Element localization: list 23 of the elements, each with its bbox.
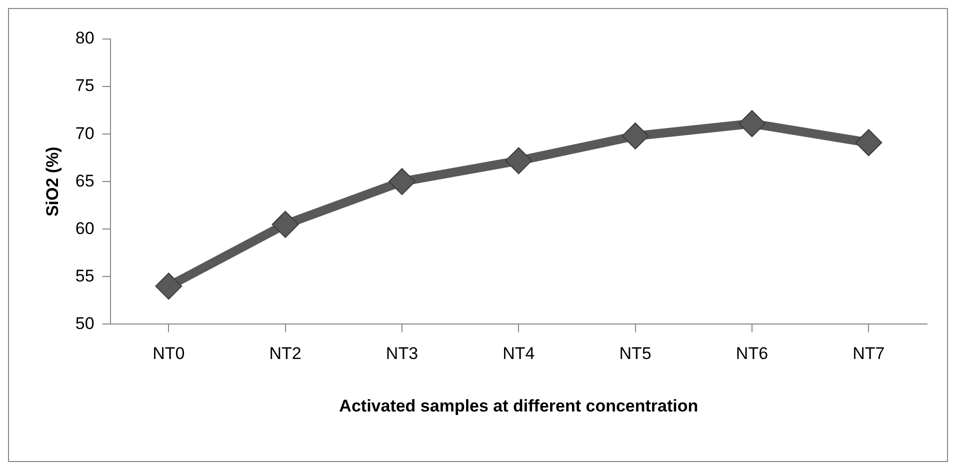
point	[272, 210, 299, 238]
x-tick-label: NT2	[269, 344, 302, 364]
point	[505, 147, 532, 174]
x-tick-label: NT3	[386, 344, 418, 364]
x-axis-title: Activated samples at different concentration	[339, 396, 698, 416]
x-tick-label: NT7	[852, 344, 885, 364]
y-tick-label: 80	[75, 28, 94, 48]
y-tick-label: 55	[75, 266, 94, 286]
point	[388, 168, 416, 196]
point	[855, 129, 882, 156]
y-tick-label: 65	[75, 171, 94, 190]
x-tick-label: NT4	[502, 344, 535, 364]
x-tick-label: NT5	[619, 344, 652, 364]
y-tick-label: 60	[75, 218, 94, 238]
point	[622, 122, 649, 150]
point	[738, 110, 766, 138]
x-tick-label: NT0	[152, 344, 185, 364]
point	[155, 272, 182, 300]
y-tick-label: 70	[75, 124, 94, 143]
y-tick-label: 75	[75, 76, 94, 96]
y-axis-title: SiO2 (%)	[42, 146, 62, 217]
x-tick-label: NT6	[736, 344, 768, 364]
y-tick-label: 50	[75, 314, 94, 333]
